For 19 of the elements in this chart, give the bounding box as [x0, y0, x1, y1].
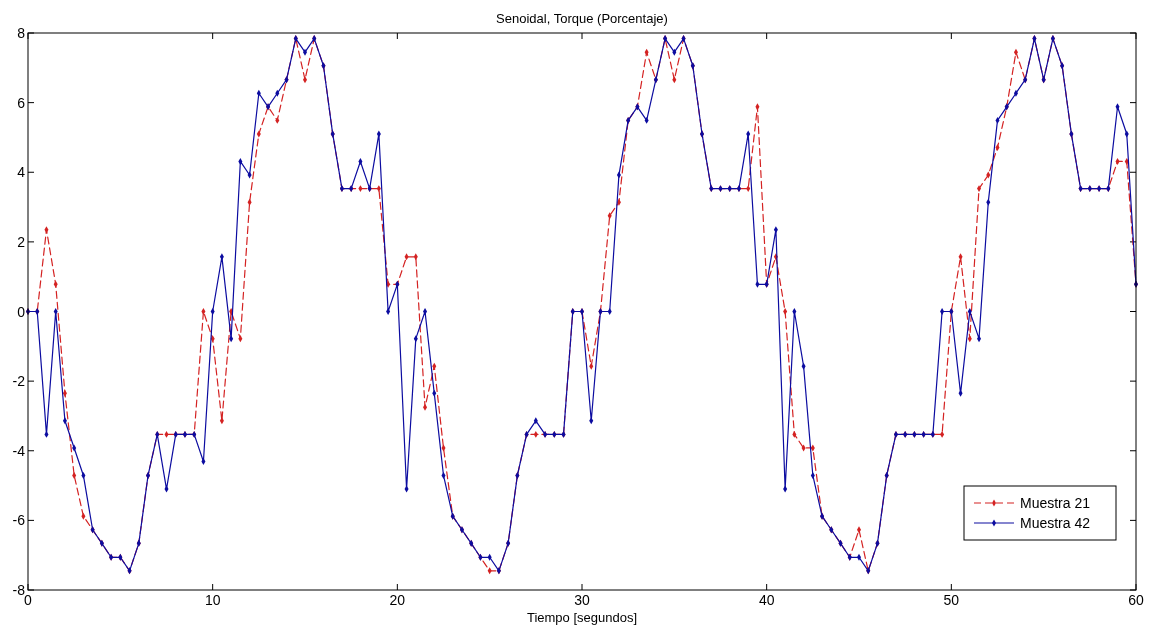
- y-tick-label: 6: [17, 94, 26, 111]
- chart-title: Senoidal, Torque (Porcentaje): [496, 11, 668, 26]
- x-axis-title: Tiempo [segundos]: [526, 610, 638, 625]
- x-tick-label: 30: [574, 592, 590, 608]
- x-tick-label: 40: [758, 592, 775, 608]
- y-tick-label: -6: [12, 512, 26, 529]
- y-tick-label: 0: [17, 303, 26, 320]
- y-tick-label: 2: [17, 233, 26, 250]
- x-tick-label: 50: [943, 592, 960, 608]
- y-tick-label: -8: [12, 582, 26, 598]
- x-tick-label: 60: [1128, 592, 1144, 608]
- legend-label: Muestra 42: [1020, 515, 1091, 531]
- y-tick-label: 4: [17, 164, 26, 181]
- x-tick-label: 20: [389, 592, 406, 608]
- legend-label: Muestra 21: [1020, 495, 1091, 511]
- x-tick-label: 10: [204, 592, 221, 608]
- y-tick-label: -4: [12, 442, 26, 459]
- y-tick-label: -2: [12, 373, 26, 390]
- y-tick-label: 8: [17, 25, 26, 41]
